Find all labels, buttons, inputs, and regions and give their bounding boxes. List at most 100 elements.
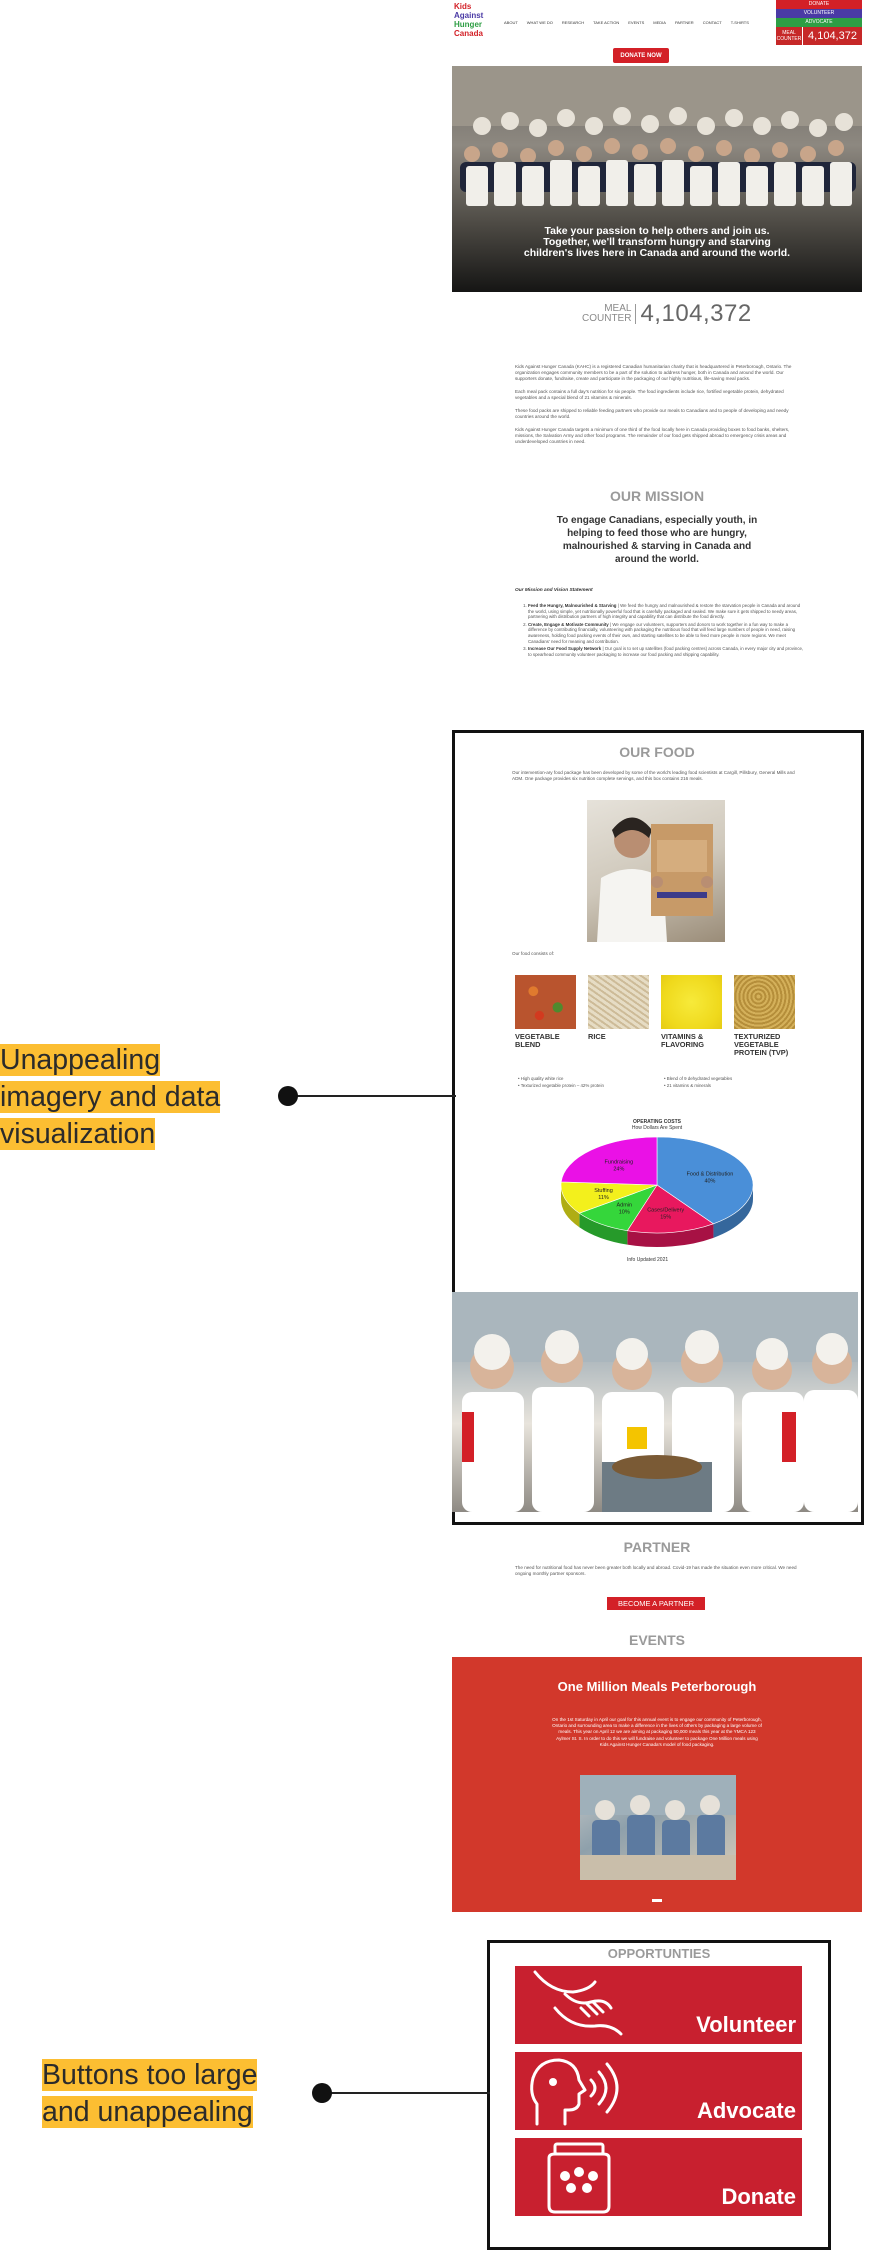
food-package-photo	[587, 800, 725, 942]
quick-volunteer-button[interactable]: VOLUNTEER	[776, 9, 862, 18]
advocate-button[interactable]: Advocate	[515, 2052, 802, 2130]
nav-about[interactable]: ABOUT	[504, 20, 518, 25]
volunteer-button[interactable]: Volunteer	[515, 1966, 802, 2044]
volunteers-group-photo	[452, 66, 862, 206]
carousel-indicator[interactable]	[652, 1899, 662, 1902]
annotation-line-text: and unappealing	[42, 2094, 257, 2131]
logo-line: Kids	[454, 2, 472, 11]
mission-statement: To engage Canadians, especially youth, i…	[556, 515, 758, 565]
nav-research[interactable]: RESEARCH	[561, 20, 585, 25]
partner-text: The need for nutritional food has never …	[515, 1565, 797, 1576]
nav-t-shirts[interactable]: T-SHIRTS	[730, 20, 749, 25]
pie-slice-side	[561, 1185, 580, 1228]
logo-line: Hunger	[454, 20, 482, 29]
food-section-highlight	[452, 730, 864, 1525]
annotation-line-text: visualization	[0, 1116, 220, 1153]
pie-slice-value: 11%	[598, 1195, 609, 1201]
meal-counter-label-line: COUNTER	[582, 313, 632, 324]
annotation-dot	[278, 1086, 298, 1106]
ingredient-name: TEXTURIZED VEGETABLE PROTEIN (TVP)	[734, 1032, 789, 1057]
annotation-line-text: Buttons too large	[42, 2057, 258, 2094]
pie-subtitle: How Dollars Are Spent	[631, 1125, 683, 1131]
food-fact: • High quality white rice	[518, 1076, 564, 1081]
pie-slice-value: 10%	[619, 1210, 630, 1216]
meal-counter-label: MEAL COUNTER	[582, 303, 637, 324]
become-partner-button[interactable]: BECOME A PARTNER	[607, 1597, 705, 1610]
event-title: One Million Meals Peterborough	[557, 1679, 757, 1694]
header-counter-value: 4,104,372	[802, 27, 862, 45]
pie-slice-value: 40%	[704, 1178, 715, 1184]
ingredient-image	[515, 975, 576, 1029]
food-fact-text: 21 vitamins & minerals	[666, 1083, 711, 1088]
food-fact-text: Texturized vegetable protein – 42% prote…	[520, 1083, 604, 1088]
annotation-highlight: imagery and data	[0, 1081, 221, 1113]
meal-counter-label-line: MEAL	[604, 303, 632, 314]
pie-slice	[656, 1136, 754, 1225]
partner-heading: PARTNER	[623, 1539, 691, 1555]
nav-contact[interactable]: CONTACT	[702, 20, 722, 25]
food-fact-text: High quality white rice	[520, 1076, 564, 1081]
annotation-highlight: visualization	[0, 1118, 156, 1150]
ingredients-grid: VEGETABLE BLEND RICE VITAMINS & FLAVORIN…	[515, 975, 795, 1057]
list-item-text: | We feed the hungry and malnourished & …	[528, 603, 801, 620]
annotation-imagery: Unappealing imagery and data visualizati…	[0, 1042, 221, 1153]
mission-vision-list: Feed the Hungry, Malnourished & Starving…	[522, 603, 804, 659]
pie-title-line: OPERATING COSTS	[633, 1119, 681, 1125]
food-fact-text: Blend of 9 dehydrated vegetables	[666, 1076, 733, 1081]
pie-slice	[560, 1181, 658, 1214]
list-item: Increase Our Food Supply Network | Our g…	[528, 646, 804, 657]
opportunities-heading: OPPORTUNTIES	[607, 1946, 711, 1961]
logo-line: Canada	[454, 29, 483, 38]
food-fact: • Blend of 9 dehydrated vegetables	[664, 1076, 733, 1081]
food-heading: OUR FOOD	[619, 744, 695, 760]
ingredient-name: RICE	[588, 1032, 606, 1041]
header-counter-label: MEAL COUNTER	[776, 30, 802, 42]
food-fact: • Texturized vegetable protein – 42% pro…	[518, 1083, 604, 1088]
list-item-title: Increase Our Food Supply Network	[528, 646, 602, 652]
kids-packing-photo	[452, 1292, 858, 1512]
ingredient-vitamins: VITAMINS & FLAVORING	[661, 975, 722, 1057]
intro-paragraph: Kids Against Hunger Canada (KAHC) is a r…	[515, 364, 792, 381]
pie-slice-label: Admin	[616, 1203, 632, 1209]
quick-advocate-button[interactable]: ADVOCATE	[776, 18, 862, 27]
donate-button[interactable]: Donate	[515, 2138, 802, 2216]
intro-paragraph: Kids Against Hunger Canada targets a min…	[515, 427, 790, 444]
ingredient-name: VEGETABLE BLEND	[515, 1032, 560, 1049]
donate-now-button[interactable]: DONATE NOW	[613, 48, 669, 63]
list-item-text: | We engage our volunteers, supporters a…	[528, 621, 796, 644]
intro-paragraph: These food packs are shipped to reliable…	[515, 408, 789, 419]
logo[interactable]: Kids Against Hunger Canada	[454, 2, 498, 42]
opportunities-highlight	[487, 1940, 831, 2250]
quick-donate-button[interactable]: DONATE	[776, 0, 862, 9]
intro-paragraph: Each meal pack contains a full day's nut…	[515, 389, 784, 400]
ingredient-name: VITAMINS & FLAVORING	[661, 1032, 704, 1049]
pie-slice	[560, 1136, 658, 1186]
nav-events[interactable]: EVENTS	[628, 20, 645, 25]
list-item: Feed the Hungry, Malnourished & Starving…	[528, 603, 804, 620]
donation-jar-icon	[547, 2142, 611, 2214]
pie-slice-value: 24%	[613, 1167, 624, 1173]
events-heading: EVENTS	[628, 1632, 685, 1648]
helping-hands-icon	[533, 1970, 623, 2036]
event-photo	[580, 1775, 736, 1880]
event-volunteers-image	[580, 1775, 736, 1880]
pie-slice-side	[627, 1223, 714, 1247]
nav-media[interactable]: MEDIA	[653, 20, 666, 25]
list-item-title: Create, Engage & Motivate Community	[528, 621, 609, 627]
nav-take-action[interactable]: TAKE ACTION	[593, 20, 620, 25]
pie-slice-label: Stuffing	[594, 1188, 613, 1194]
food-intro: Our intervention-ary food package has be…	[512, 770, 795, 781]
hero-tagline: Take your passion to help others and joi…	[523, 225, 791, 259]
nav-what-we-do[interactable]: WHAT WE DO	[526, 20, 553, 25]
hero-image: Take your passion to help others and joi…	[452, 66, 862, 292]
food-fact: • 21 vitamins & minerals	[664, 1083, 711, 1088]
annotation-highlight: Unappealing	[0, 1044, 161, 1076]
ingredient-image	[661, 975, 722, 1029]
list-item: Create, Engage & Motivate Community | We…	[528, 622, 804, 644]
nav-partner[interactable]: PARTNER	[674, 20, 694, 25]
website-mockup: Kids Against Hunger Canada ABOUT WHAT WE…	[452, 0, 864, 2266]
header-meal-counter: MEAL COUNTER 4,104,372	[776, 27, 862, 45]
ingredient-image	[588, 975, 649, 1029]
pie-slice-side	[713, 1185, 753, 1238]
